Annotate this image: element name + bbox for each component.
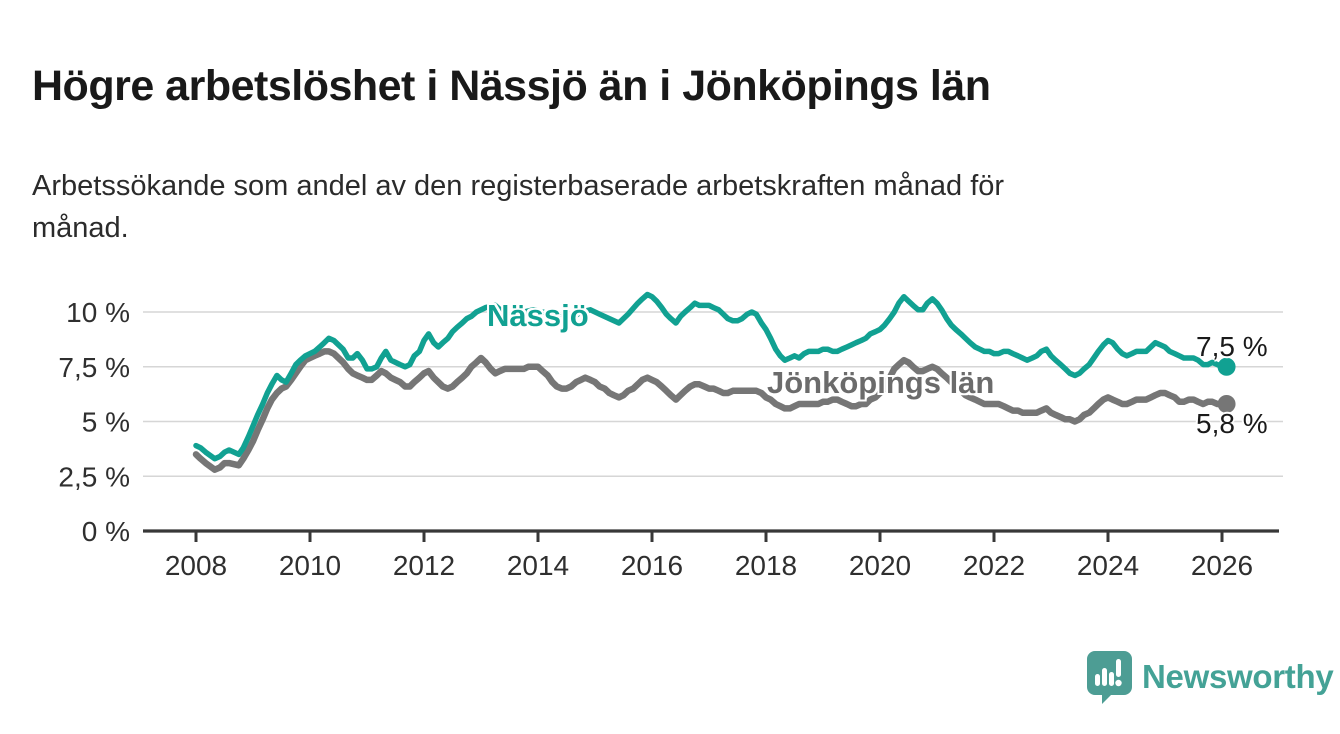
y-tick-label: 7,5 % — [58, 352, 130, 383]
y-tick-label: 5 % — [82, 407, 130, 438]
jonkoping-end-dot — [1217, 394, 1236, 413]
series-label-jonkopings-lan: Jönköpings län — [767, 365, 995, 400]
x-tick-label: 2018 — [735, 550, 797, 581]
x-tick-label: 2026 — [1191, 550, 1253, 581]
y-tick-label: 10 % — [66, 297, 130, 328]
jonkoping-line — [192, 348, 1230, 473]
series-label-nassjo: Nässjö — [487, 298, 589, 333]
x-tick-label: 2008 — [165, 550, 227, 581]
speech-bubble-bar-chart-icon — [1087, 651, 1132, 704]
x-tick-label: 2014 — [507, 550, 569, 581]
nassjo-line — [193, 291, 1230, 462]
y-tick-label: 2,5 % — [58, 461, 130, 492]
brand-name: Newsworthy — [1142, 658, 1334, 695]
x-tick-label: 2020 — [849, 550, 911, 581]
y-tick-label: 0 % — [82, 516, 130, 547]
nassjo-end-dot — [1217, 357, 1236, 376]
end-value-label-nassjo: 7,5 % — [1196, 331, 1268, 362]
page-subtitle: Arbetssökande som andel av den registerb… — [32, 170, 1005, 245]
x-tick-label: 2012 — [393, 550, 455, 581]
newsworthy-logo: Newsworthy — [1086, 650, 1334, 704]
x-tick-label: 2016 — [621, 550, 683, 581]
end-value-label-jonkopings-lan: 5,8 % — [1196, 408, 1268, 439]
x-tick-label: 2010 — [279, 550, 341, 581]
x-tick-label: 2024 — [1077, 550, 1139, 581]
x-tick-label: 2022 — [963, 550, 1025, 581]
page-title: Högre arbetslöshet i Nässjö än i Jönköpi… — [32, 61, 991, 110]
